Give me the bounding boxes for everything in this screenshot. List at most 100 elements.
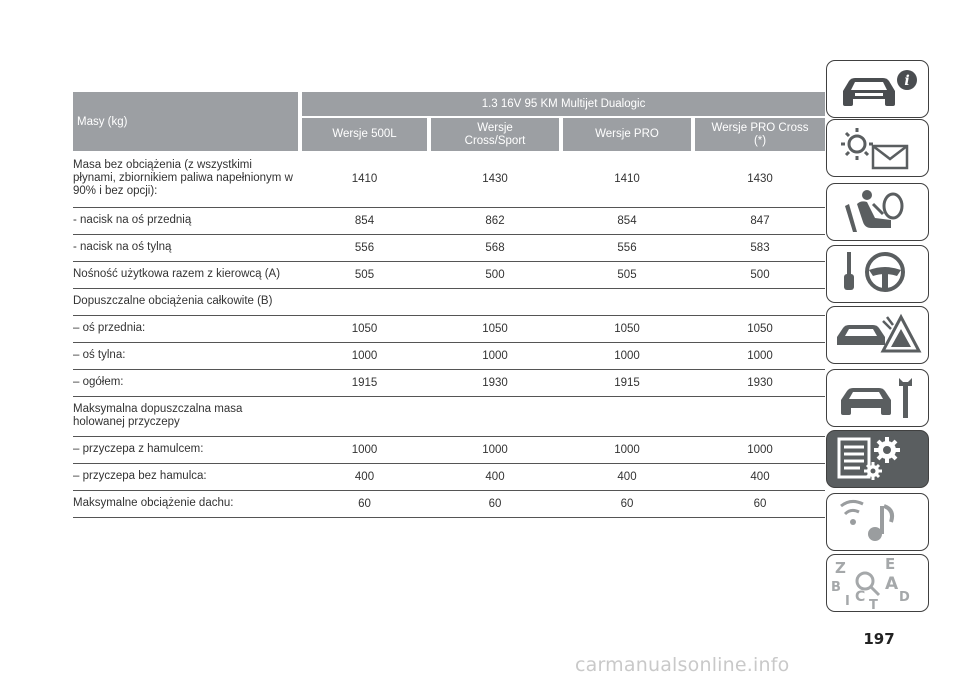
row-value [302, 396, 427, 437]
row-value: 1410 [302, 151, 427, 208]
row-label: – oś tylna: [73, 342, 298, 370]
row-label: Maksymalne obciążenie dachu: [73, 490, 298, 518]
row-value: 1000 [302, 342, 427, 370]
tab-emergency[interactable] [826, 306, 929, 364]
svg-text:I: I [845, 594, 850, 609]
table-row: – oś przednia: 1050 1050 1050 1050 [73, 315, 826, 343]
tab-index[interactable]: Z E B A I C T D [826, 554, 929, 612]
row-value: 1050 [695, 315, 826, 343]
tab-starting-driving[interactable] [826, 245, 929, 303]
row-value [563, 288, 691, 316]
row-label: – ogółem: [73, 369, 298, 397]
tab-safety[interactable] [826, 183, 929, 241]
tab-car-info[interactable]: i [826, 60, 929, 118]
row-value: 1000 [563, 436, 691, 464]
row-value [695, 396, 826, 437]
version-header: Wersje PRO Cross (*) [695, 118, 826, 151]
row-value: 556 [563, 234, 691, 262]
row-value: 1000 [302, 436, 427, 464]
tab-maintenance[interactable] [826, 369, 929, 427]
row-value: 60 [695, 490, 826, 518]
table-row: Masa bez obciążenia (z wszystkimi płynam… [73, 151, 826, 208]
version-header: Wersje 500L [302, 118, 427, 151]
svg-text:B: B [831, 580, 841, 595]
tab-warnings-messages[interactable] [826, 119, 929, 177]
tab-multimedia[interactable] [826, 493, 929, 551]
version-header: Wersje PRO [563, 118, 691, 151]
row-value: 1410 [563, 151, 691, 208]
row-value: 400 [563, 463, 691, 491]
row-value: 400 [302, 463, 427, 491]
table-row: – przyczepa z hamulcem: 1000 1000 1000 1000 [73, 436, 826, 464]
row-value [695, 288, 826, 316]
table-row: Maksymalna dopuszczalna masa holowanej p… [73, 396, 826, 437]
row-value: 500 [431, 261, 559, 289]
row-value: 1050 [431, 315, 559, 343]
car-maintenance-tools-icon [841, 378, 912, 418]
footer-watermark: carmanualsonline.info [575, 654, 790, 676]
row-value: 1000 [695, 436, 826, 464]
row-value: 854 [302, 207, 427, 235]
table-row: – ogółem: 1915 1930 1915 1930 [73, 369, 826, 397]
warning-lights-message-icon [841, 128, 909, 170]
row-value: 505 [563, 261, 691, 289]
row-value: 1930 [695, 369, 826, 397]
row-value: 500 [695, 261, 826, 289]
row-label: Masa bez obciążenia (z wszystkimi płynam… [73, 151, 298, 208]
row-label: - nacisk na oś przednią [73, 207, 298, 235]
table-row: Nośność użytkowa razem z kierowcą (A) 505… [73, 261, 826, 289]
page-number: 197 [863, 630, 895, 648]
row-value: 583 [695, 234, 826, 262]
row-label: Nośność użytkowa razem z kierowcą (A) [73, 261, 298, 289]
seat-airbag-icon [845, 190, 904, 232]
mass-table: Masy (kg) 1.3 16V 95 KM Multijet Dualogi… [73, 92, 826, 518]
table-row: Maksymalne obciążenie dachu: 60 60 60 60 [73, 490, 826, 518]
row-value: 854 [563, 207, 691, 235]
row-value: 60 [431, 490, 559, 518]
svg-text:T: T [869, 598, 878, 610]
row-value: 1930 [431, 369, 559, 397]
row-label: – oś przednia: [73, 315, 298, 343]
svg-text:Z: Z [835, 559, 846, 577]
svg-text:E: E [885, 555, 895, 573]
svg-text:D: D [899, 590, 910, 605]
version-header: Wersje Cross/Sport [431, 118, 559, 151]
row-label: – przyczepa z hamulcem: [73, 436, 298, 464]
table-row: - nacisk na oś tylną 556 568 556 583 [73, 234, 826, 262]
row-value: 1000 [563, 342, 691, 370]
row-value: 1430 [431, 151, 559, 208]
row-value: 60 [302, 490, 427, 518]
row-value: 505 [302, 261, 427, 289]
multimedia-music-icon [840, 499, 895, 541]
tab-technical-data[interactable] [826, 430, 929, 488]
table-row: – przyczepa bez hamulca: 400 400 400 400 [73, 463, 826, 491]
row-value: 1000 [431, 342, 559, 370]
row-value [563, 396, 691, 437]
row-value: 556 [302, 234, 427, 262]
row-value: 568 [431, 234, 559, 262]
row-label: Dopuszczalne obciążenia całkowite (B) [73, 288, 298, 316]
table-row: – oś tylna: 1000 1000 1000 1000 [73, 342, 826, 370]
table-row: Dopuszczalne obciążenia całkowite (B) [73, 288, 826, 316]
table-row: - nacisk na oś przednią 854 862 854 847 [73, 207, 826, 235]
row-value: 1050 [302, 315, 427, 343]
row-value [302, 288, 427, 316]
row-value [431, 396, 559, 437]
row-value: 1915 [302, 369, 427, 397]
key-steering-wheel-icon [844, 252, 905, 292]
svg-text:C: C [855, 589, 865, 605]
alphabetical-index-icon: Z E B A I C T D [831, 555, 910, 610]
technical-data-gears-icon [837, 437, 900, 480]
svg-text:A: A [885, 574, 899, 594]
emergency-breakdown-icon [837, 313, 922, 353]
row-label: Maksymalna dopuszczalna masa holowanej p… [73, 396, 298, 437]
row-value: 1000 [431, 436, 559, 464]
row-value: 1050 [563, 315, 691, 343]
row-value: 1000 [695, 342, 826, 370]
row-value: 60 [563, 490, 691, 518]
car-info-icon: i [843, 70, 917, 106]
row-value: 847 [695, 207, 826, 235]
row-label: - nacisk na oś tylną [73, 234, 298, 262]
row-value: 1430 [695, 151, 826, 208]
table-header-label: Masy (kg) [73, 92, 298, 151]
